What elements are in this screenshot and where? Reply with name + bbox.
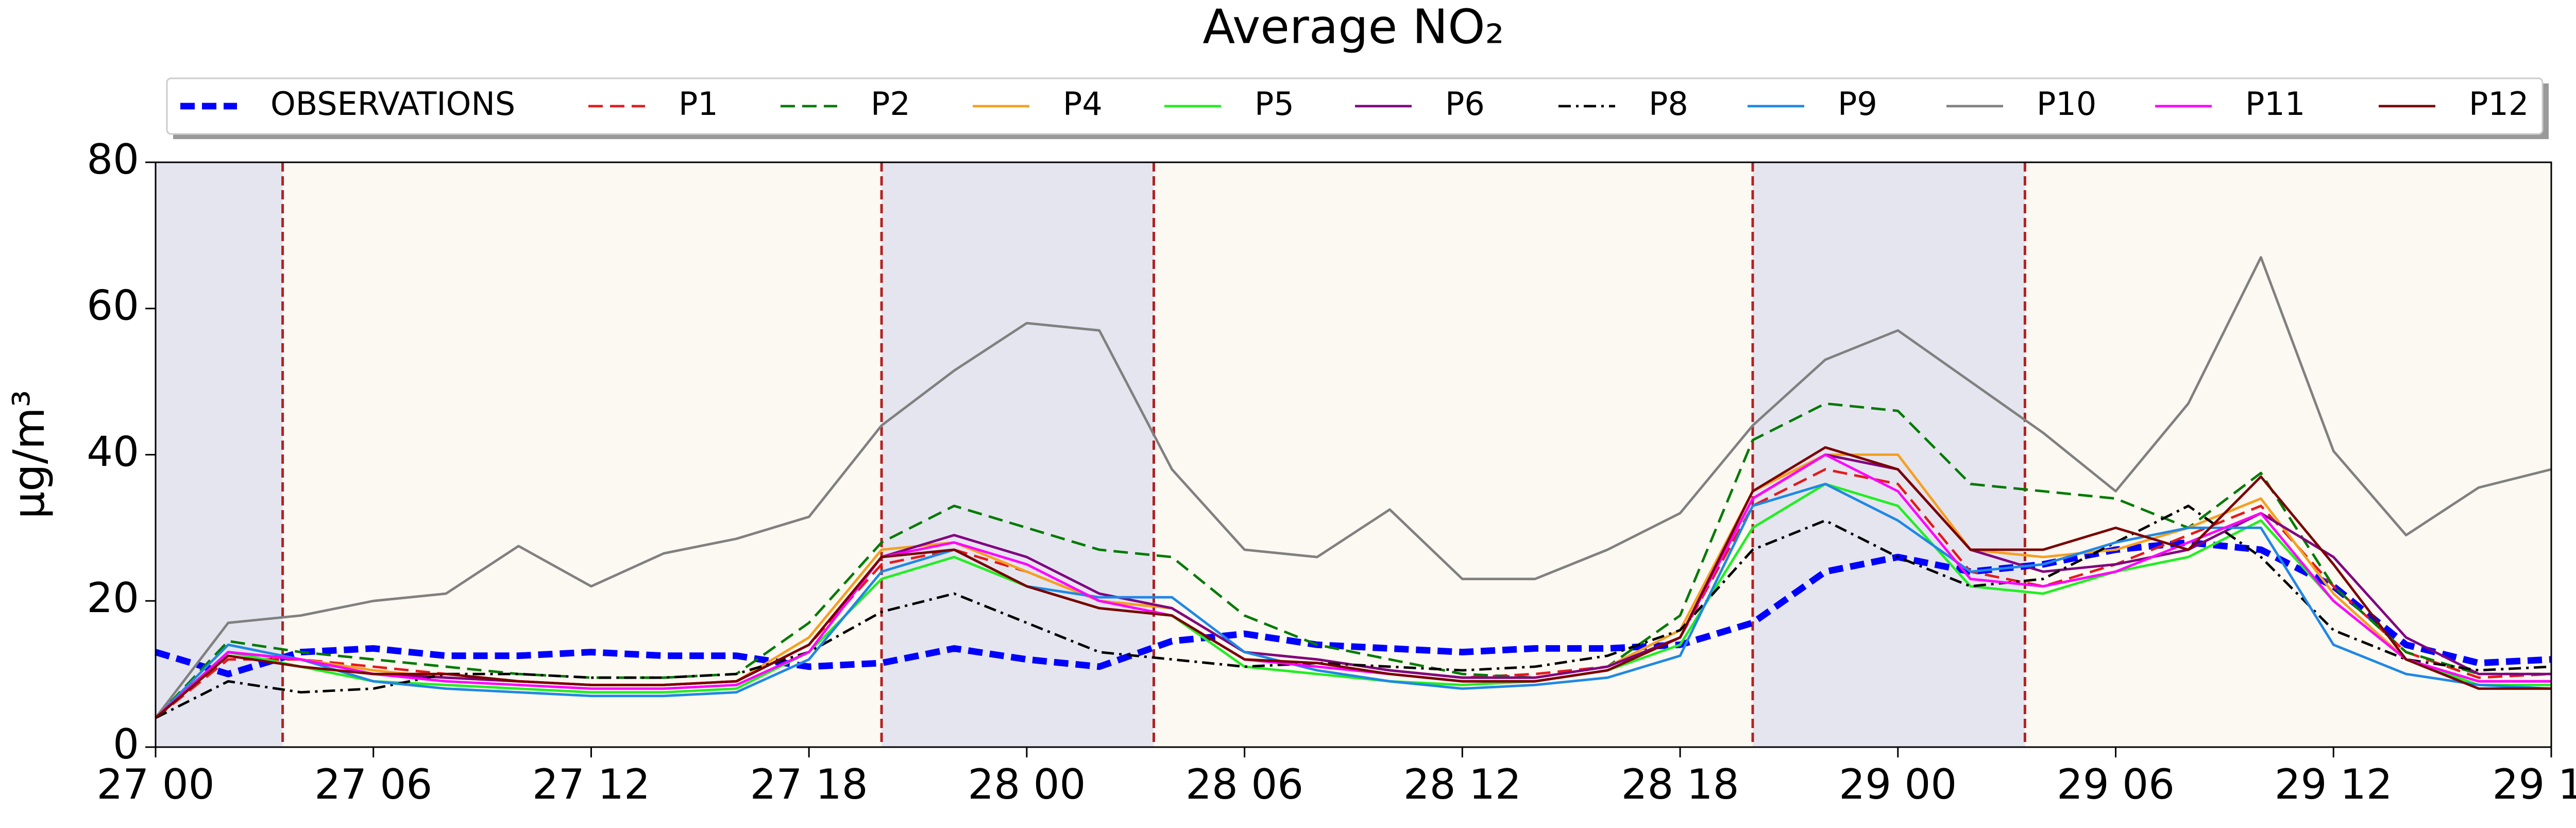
legend-label: P10 xyxy=(2037,85,2096,123)
x-tick-label: 28 06 xyxy=(1185,761,1303,808)
series-line xyxy=(155,482,2551,719)
chart-title: Average NO₂ xyxy=(1202,0,1504,54)
series-line xyxy=(155,446,2551,719)
x-tick-label: 28 00 xyxy=(968,761,1086,808)
legend-label: P8 xyxy=(1649,85,1688,123)
y-tick-label: 40 xyxy=(87,428,139,476)
series-line xyxy=(155,256,2552,719)
legend-label: P5 xyxy=(1255,85,1294,123)
x-tick-label: 27 00 xyxy=(96,761,214,808)
y-tick-label: 80 xyxy=(87,136,139,183)
legend-label: P12 xyxy=(2469,85,2529,123)
y-tick-label: 20 xyxy=(87,574,139,622)
x-tick-label: 29 00 xyxy=(1839,761,1957,808)
x-tick-label: 27 18 xyxy=(750,761,868,808)
shaded-band xyxy=(882,162,1154,747)
legend-label: P1 xyxy=(679,85,718,123)
y-tick-label: 60 xyxy=(87,282,139,330)
legend: OBSERVATIONS P1 P2 P4 P5 P6 P8 P9 P10 P11 P12 xyxy=(166,77,2549,139)
legend-label: P11 xyxy=(2245,85,2305,123)
x-tick-label: 27 12 xyxy=(532,761,650,808)
x-tick-label: 29 06 xyxy=(2057,761,2175,808)
legend-label: P6 xyxy=(1445,85,1485,123)
series-line xyxy=(155,482,2552,719)
y-tick-label: 0 xyxy=(113,720,139,768)
legend-label: OBSERVATIONS xyxy=(270,85,515,123)
legend-label: P9 xyxy=(1838,85,1877,123)
series-line xyxy=(155,453,2551,719)
plot-frame xyxy=(155,161,2552,748)
x-tick-label: 28 12 xyxy=(1403,761,1521,808)
x-tick-label: 28 18 xyxy=(1621,761,1739,808)
series-line xyxy=(155,539,2552,678)
x-tick-label: 29 18 xyxy=(2492,761,2576,808)
x-tick-label: 29 12 xyxy=(2275,761,2393,808)
legend-box xyxy=(166,77,2544,135)
y-axis-label: µg/m³ xyxy=(4,390,54,519)
series-line xyxy=(155,504,2552,719)
x-tick-label: 27 06 xyxy=(314,761,432,808)
shaded-band xyxy=(2025,162,2551,747)
legend-label: P4 xyxy=(1063,85,1103,123)
legend-label: P2 xyxy=(871,85,910,123)
